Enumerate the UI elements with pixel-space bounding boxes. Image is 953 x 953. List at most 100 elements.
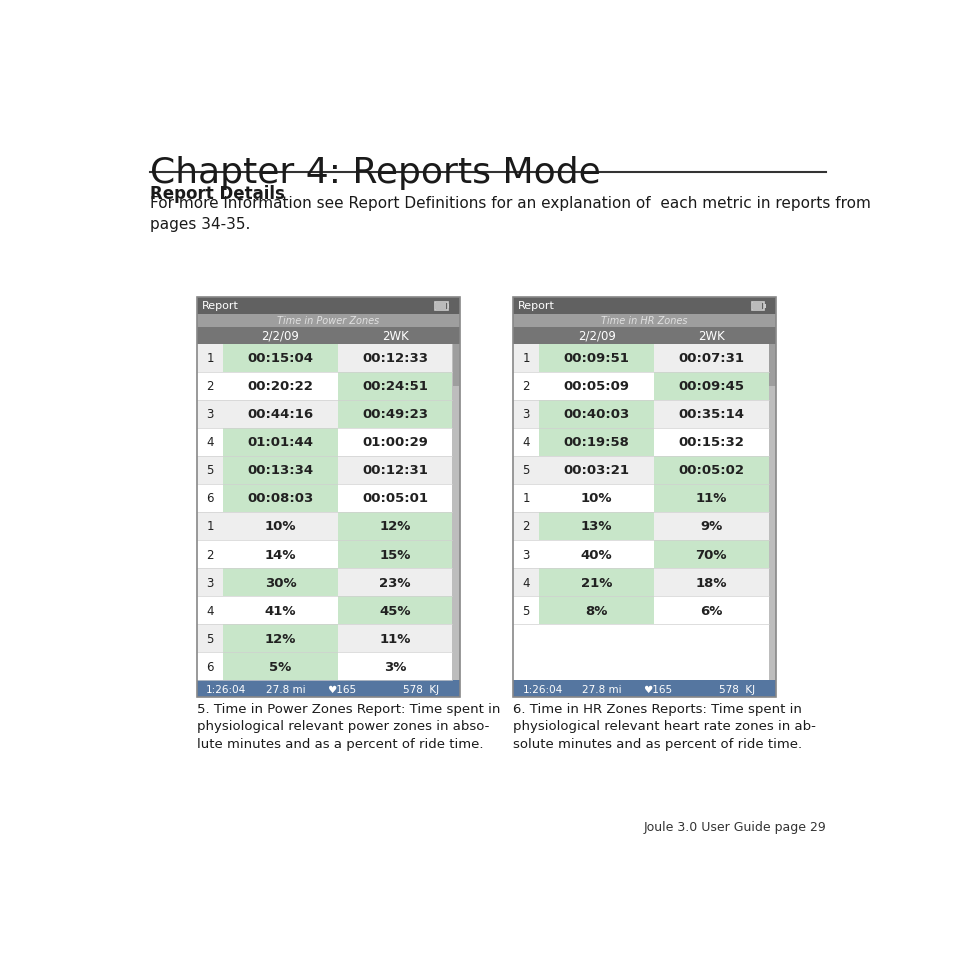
Bar (513, 429, 768, 456)
Text: 6: 6 (206, 492, 213, 505)
Bar (223, 624, 337, 653)
Text: 1: 1 (522, 352, 529, 365)
Text: 2/2/09: 2/2/09 (578, 330, 615, 342)
Bar (654, 456, 768, 484)
Bar (223, 429, 337, 456)
Text: ♥165: ♥165 (327, 684, 355, 694)
Text: 00:44:16: 00:44:16 (247, 408, 314, 421)
Bar (513, 373, 768, 400)
Text: 21%: 21% (580, 576, 612, 589)
Bar (452, 344, 459, 680)
Text: Report Details: Report Details (150, 184, 285, 202)
Text: 18%: 18% (695, 576, 726, 589)
Text: 40%: 40% (580, 548, 612, 561)
Bar (223, 344, 337, 373)
Text: 5: 5 (522, 464, 529, 476)
Text: 00:07:31: 00:07:31 (678, 352, 743, 365)
Text: 2/2/09: 2/2/09 (261, 330, 299, 342)
Text: 41%: 41% (264, 604, 295, 617)
Bar (763, 305, 765, 308)
Text: 1:26:04: 1:26:04 (206, 684, 246, 694)
Bar (513, 456, 768, 484)
Text: Joule 3.0 User Guide page 29: Joule 3.0 User Guide page 29 (642, 820, 825, 833)
Text: 9%: 9% (700, 520, 721, 533)
Text: 578  KJ: 578 KJ (402, 684, 438, 694)
Text: 30%: 30% (264, 576, 296, 589)
Bar (654, 484, 768, 513)
Bar (223, 653, 337, 680)
Text: 00:12:31: 00:12:31 (362, 464, 428, 476)
Bar (196, 653, 452, 680)
Text: 00:05:01: 00:05:01 (362, 492, 428, 505)
Bar (513, 328, 776, 344)
Bar (196, 456, 452, 484)
Bar (196, 400, 452, 429)
Text: 4: 4 (206, 604, 213, 617)
Text: 3: 3 (206, 576, 213, 589)
Bar (654, 540, 768, 568)
Text: Report: Report (517, 301, 555, 311)
Bar (513, 344, 768, 680)
Text: 2: 2 (522, 380, 529, 393)
Text: 00:13:34: 00:13:34 (247, 464, 314, 476)
Bar (196, 484, 452, 513)
Bar (337, 597, 452, 624)
Text: 00:19:58: 00:19:58 (563, 436, 629, 449)
Text: 6%: 6% (700, 604, 721, 617)
Text: 12%: 12% (379, 520, 411, 533)
Text: 00:24:51: 00:24:51 (362, 380, 428, 393)
Text: 00:12:33: 00:12:33 (362, 352, 428, 365)
Bar (654, 344, 768, 373)
Bar (513, 624, 768, 680)
Bar (453, 344, 459, 386)
Bar (223, 513, 337, 540)
Bar (513, 513, 768, 540)
Bar (513, 297, 776, 698)
Bar (752, 304, 760, 310)
Text: 11%: 11% (695, 492, 726, 505)
Text: ♥165: ♥165 (642, 684, 672, 694)
Bar (196, 344, 452, 680)
Text: 1: 1 (206, 520, 213, 533)
Text: 15%: 15% (379, 548, 411, 561)
Text: 8%: 8% (585, 604, 607, 617)
Text: 00:15:32: 00:15:32 (678, 436, 743, 449)
Bar (337, 456, 452, 484)
Bar (435, 303, 447, 311)
Text: 6. Time in HR Zones Reports: Time spent in
physiological relevant heart rate zon: 6. Time in HR Zones Reports: Time spent … (513, 702, 815, 750)
Bar (654, 513, 768, 540)
Bar (654, 568, 768, 597)
Text: 27.8 mi: 27.8 mi (266, 684, 305, 694)
Text: For more information see Report Definitions for an explanation of  each metric i: For more information see Report Definiti… (150, 196, 870, 232)
Text: 2WK: 2WK (381, 330, 408, 342)
Text: Time in Power Zones: Time in Power Zones (277, 315, 379, 326)
Bar (337, 484, 452, 513)
Text: 00:35:14: 00:35:14 (678, 408, 743, 421)
Bar (223, 373, 337, 400)
Bar (196, 568, 452, 597)
Bar (513, 400, 768, 429)
Bar (654, 400, 768, 429)
Text: 2: 2 (206, 380, 213, 393)
Text: 5: 5 (206, 464, 213, 476)
Bar (513, 680, 776, 698)
Bar (196, 513, 452, 540)
Bar (196, 624, 452, 653)
Bar (196, 328, 459, 344)
Text: 10%: 10% (264, 520, 295, 533)
Bar (337, 429, 452, 456)
Bar (768, 344, 776, 680)
Text: Chapter 4: Reports Mode: Chapter 4: Reports Mode (150, 156, 600, 190)
Bar (196, 297, 459, 698)
Bar (223, 456, 337, 484)
Text: 00:03:21: 00:03:21 (563, 464, 629, 476)
Text: 00:05:02: 00:05:02 (678, 464, 743, 476)
Text: 5: 5 (206, 632, 213, 645)
Bar (513, 314, 776, 328)
Text: 00:08:03: 00:08:03 (247, 492, 314, 505)
Bar (196, 373, 452, 400)
Text: 1:26:04: 1:26:04 (522, 684, 562, 694)
Bar (223, 484, 337, 513)
Bar (223, 568, 337, 597)
Bar (513, 568, 768, 597)
